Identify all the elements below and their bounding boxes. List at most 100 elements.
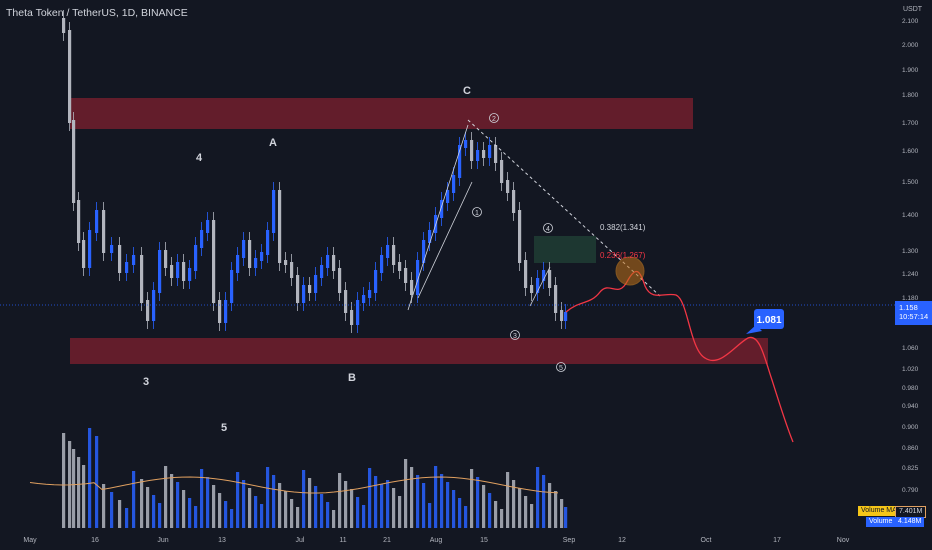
- candle-body: [260, 252, 264, 261]
- volume-bar: [362, 505, 366, 528]
- wave-label-4: 4: [196, 152, 203, 164]
- candle-body: [440, 200, 444, 218]
- candle-body: [464, 140, 468, 148]
- fib-upper-label: 0.382(1.341): [600, 223, 646, 232]
- candle-body: [476, 150, 480, 161]
- price-axis[interactable]: USDT 2.100 2.000 1.900 1.800 1.700 1.600 1.500…: [902, 6, 923, 514]
- volume-bar: [392, 488, 396, 528]
- candle-body: [254, 258, 258, 268]
- wave-label-a: A: [269, 137, 277, 149]
- channel-line-2: [417, 181, 473, 299]
- time-tick-label: Jun: [157, 537, 168, 544]
- volume-bar: [500, 509, 504, 528]
- candle-body: [506, 180, 510, 193]
- volume-bar: [386, 480, 390, 528]
- volume-bar: [320, 494, 324, 528]
- price-tick-label: 0.900: [902, 424, 919, 431]
- wave-label-5: 5: [221, 422, 227, 434]
- volume-bar: [118, 500, 122, 528]
- projection-value: 1.081: [756, 315, 781, 326]
- volume-bar: [194, 506, 198, 528]
- volume-bar: [266, 467, 270, 528]
- volume-bar: [482, 485, 486, 528]
- volume-bar: [230, 509, 234, 528]
- price-tick-label: 0.980: [902, 385, 919, 392]
- time-tick-label: Nov: [837, 537, 850, 544]
- volume-bar: [77, 457, 81, 528]
- volume-bar: [560, 499, 564, 528]
- volume-bar: [102, 484, 106, 528]
- candle-body: [524, 260, 528, 288]
- volume-bar: [125, 508, 129, 528]
- candle-body: [200, 230, 204, 248]
- candle-body: [392, 245, 396, 265]
- volume-bar: [368, 468, 372, 528]
- volume-bar: [536, 467, 540, 528]
- candle-body: [140, 255, 144, 303]
- time-tick-label: 15: [480, 537, 488, 544]
- candle-body: [302, 285, 306, 303]
- candle-body: [554, 285, 558, 313]
- wave-label-3: 3: [143, 376, 149, 388]
- candle-body: [536, 278, 540, 293]
- price-tick-label: 1.800: [902, 92, 919, 99]
- candle-body: [296, 275, 300, 303]
- time-tick-label: Jul: [296, 537, 305, 544]
- volume-bar: [416, 475, 420, 528]
- volume-bar: [200, 469, 204, 528]
- volume-bar: [212, 485, 216, 528]
- volume-bar: [152, 495, 156, 528]
- price-tick-label: 2.000: [902, 42, 919, 49]
- volume-bar: [548, 483, 552, 528]
- volume-bar: [236, 472, 240, 528]
- candle-body: [272, 190, 276, 233]
- price-tick-label: 0.790: [902, 487, 919, 494]
- price-tick-label: 1.240: [902, 271, 919, 278]
- volume-bar: [398, 496, 402, 528]
- volume-bar: [470, 469, 474, 528]
- volume-bar: [458, 498, 462, 528]
- time-tick-label: Aug: [430, 537, 443, 544]
- volume-bar: [254, 496, 258, 528]
- candle-body: [422, 240, 426, 263]
- candle-body: [326, 255, 330, 268]
- channel-line-3: [529, 266, 551, 307]
- candle-body: [68, 30, 72, 123]
- candle-body: [530, 285, 534, 293]
- candle-body: [548, 270, 552, 288]
- volume-bar: [95, 436, 99, 528]
- volume-bar: [188, 498, 192, 528]
- svg-text:1: 1: [475, 210, 479, 217]
- candle-body: [266, 230, 270, 255]
- volume-bar: [278, 483, 282, 528]
- candle-body: [146, 300, 150, 321]
- time-tick-label: Sep: [563, 537, 576, 544]
- symbol-title[interactable]: Theta Token / TetherUS, 1D, BINANCE: [6, 7, 188, 19]
- volume-bar: [476, 477, 480, 528]
- volume-bar: [182, 490, 186, 528]
- volume-bar: [380, 484, 384, 528]
- volume-bar: [564, 507, 568, 528]
- volume-bar: [374, 476, 378, 528]
- volume-bar: [464, 506, 468, 528]
- svg-text:2: 2: [492, 116, 496, 123]
- time-tick-label: 17: [773, 537, 781, 544]
- volume-bar: [332, 510, 336, 528]
- candle-body: [88, 230, 92, 268]
- candlesticks: [62, 10, 568, 333]
- volume-bar: [110, 492, 114, 528]
- currency-label: USDT: [903, 6, 923, 13]
- fib-lower-label: 0.236(1.267): [600, 251, 646, 260]
- candle-body: [110, 245, 114, 253]
- candle-body: [278, 190, 282, 263]
- volume-bar: [242, 480, 246, 528]
- candle-body: [458, 145, 462, 178]
- price-tick-label: 1.600: [902, 148, 919, 155]
- time-axis[interactable]: May 16 Jun 13 Jul 11 21 Aug 15 Sep 12 Oct 17 Nov: [23, 537, 849, 544]
- candle-body: [176, 262, 180, 278]
- candle-body: [284, 260, 288, 265]
- volume-bar: [524, 496, 528, 528]
- candle-body: [428, 230, 432, 243]
- candle-body: [560, 310, 564, 321]
